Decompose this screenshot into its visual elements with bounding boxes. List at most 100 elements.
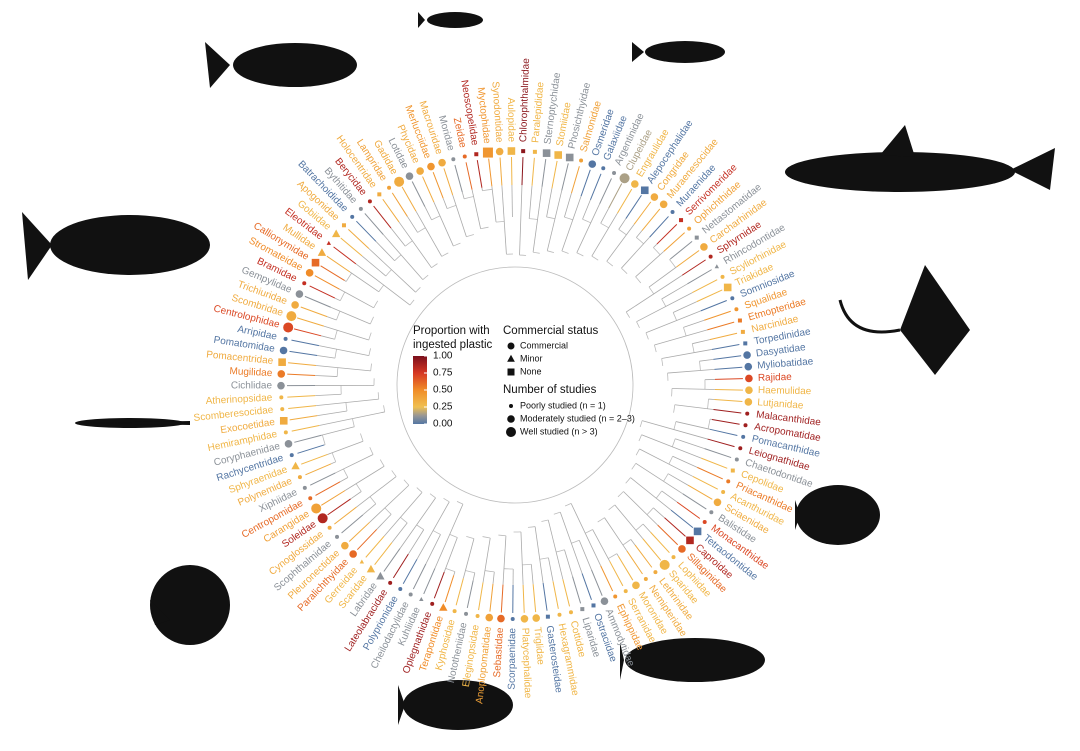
- tip-marker: [708, 254, 713, 259]
- tip-branch: [412, 563, 427, 590]
- color-bar-label: 0.00: [433, 419, 453, 430]
- branch-arc: [653, 344, 657, 353]
- branch: [376, 514, 392, 530]
- tip-marker: [640, 186, 649, 195]
- tip-branch: [291, 339, 320, 347]
- branch-arc: [456, 501, 464, 505]
- branch: [564, 549, 573, 577]
- branch: [519, 185, 523, 256]
- branch: [368, 248, 416, 293]
- tip-branch: [454, 164, 463, 193]
- branch: [321, 426, 355, 436]
- fish-tuna: [22, 212, 210, 280]
- tip-branch: [297, 444, 325, 454]
- tip-marker: [408, 592, 413, 597]
- branch: [344, 465, 385, 491]
- fish-herring: [632, 41, 725, 63]
- root-ring: [396, 266, 634, 504]
- tip-branch: [591, 569, 603, 596]
- branch-arc: [561, 250, 569, 254]
- branch: [635, 463, 684, 495]
- tip-branch: [291, 424, 320, 432]
- tip-marker: [350, 214, 355, 219]
- tip-marker: [679, 218, 684, 223]
- tip-branch: [402, 559, 418, 584]
- branch: [630, 539, 636, 546]
- status-legend-label: None: [520, 366, 542, 376]
- tip-branch: [348, 229, 370, 249]
- tip-branch: [411, 181, 426, 207]
- branch: [330, 306, 371, 325]
- fish-flatfish: [150, 565, 230, 645]
- branch: [339, 477, 349, 483]
- color-bar: [413, 356, 427, 424]
- tip-branch: [657, 524, 679, 546]
- branch: [642, 523, 651, 533]
- tip-branch: [305, 463, 332, 476]
- tip-marker: [317, 513, 328, 524]
- tip-marker: [427, 162, 435, 171]
- tip-branch: [697, 466, 723, 480]
- branch-arc: [443, 498, 450, 503]
- branch: [648, 266, 677, 288]
- branch: [692, 339, 710, 345]
- branch: [316, 398, 379, 407]
- tip-marker: [631, 180, 639, 188]
- tip-marker: [507, 368, 515, 376]
- branch: [661, 349, 712, 359]
- tip-branch: [364, 213, 384, 235]
- branch: [636, 292, 693, 323]
- branch: [442, 198, 448, 209]
- branch: [614, 504, 644, 540]
- branch-arc: [453, 242, 461, 247]
- tip-branch: [382, 198, 400, 223]
- branch: [592, 529, 610, 562]
- branch: [382, 234, 424, 280]
- tip-branch: [333, 246, 357, 265]
- branch: [327, 440, 364, 455]
- tip-branch: [700, 300, 727, 312]
- fish-shark: [785, 125, 1055, 192]
- tip-branch: [714, 378, 743, 380]
- branch: [625, 274, 683, 313]
- branch: [671, 388, 715, 390]
- tip-branch: [676, 250, 700, 268]
- branch-arc: [498, 534, 506, 537]
- branch: [492, 571, 495, 584]
- branch: [675, 438, 705, 450]
- fish-silhouettes: [22, 12, 1055, 730]
- tip-branch: [288, 405, 317, 410]
- branch: [321, 335, 335, 340]
- tip-marker: [388, 580, 393, 585]
- branch-arc: [416, 487, 423, 493]
- branch: [339, 288, 374, 309]
- studies-legend-marker: [506, 427, 516, 437]
- branch: [315, 393, 342, 397]
- tip-branch: [714, 399, 743, 403]
- branch-arc: [645, 332, 649, 340]
- branch: [534, 526, 544, 584]
- branch: [654, 329, 708, 346]
- branch: [578, 540, 592, 570]
- branch: [407, 216, 418, 233]
- tip-branch: [670, 241, 693, 260]
- tip-marker: [341, 223, 346, 228]
- tip-branch: [301, 453, 328, 465]
- tip-branch: [304, 295, 331, 308]
- tip-marker: [291, 301, 299, 309]
- tip-branch: [341, 514, 364, 534]
- tip-branch: [401, 186, 417, 212]
- tip-marker: [462, 154, 467, 159]
- tip-branch: [294, 434, 322, 443]
- branch: [326, 316, 337, 321]
- branch: [461, 191, 465, 199]
- tip-marker: [745, 386, 753, 395]
- tip-marker: [317, 248, 327, 256]
- tip-branch: [687, 269, 712, 285]
- tip-marker: [653, 570, 658, 575]
- status-legend-label: Minor: [520, 353, 543, 363]
- tip-marker: [277, 370, 286, 378]
- tip-marker: [485, 613, 494, 622]
- branch-arc: [415, 287, 421, 293]
- branch-arc: [368, 348, 371, 356]
